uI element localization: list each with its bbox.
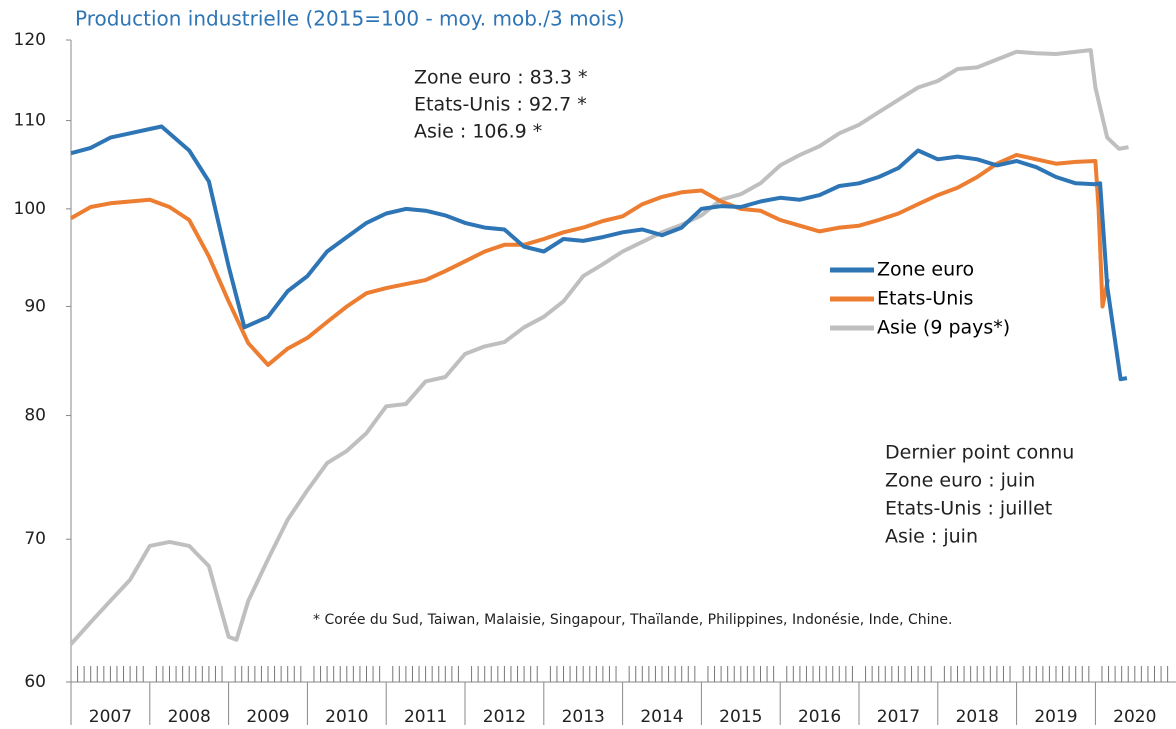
line-series (70, 124, 1128, 382)
legend-label: Asie (9 pays*) (877, 317, 1010, 339)
y-tick-label: 120 (14, 30, 46, 50)
note-box (872, 428, 1132, 553)
x-tick-label: 2008 (168, 707, 211, 725)
x-tick-label: 2014 (640, 707, 683, 725)
note: Asie : juin (885, 526, 978, 548)
line-series (69, 48, 1129, 646)
x-tick-label: 2009 (246, 707, 289, 725)
x-tick-label: 2012 (483, 707, 526, 725)
x-tick-label: 2017 (877, 707, 920, 725)
y-tick-label: 100 (14, 199, 46, 219)
annotation: Asie : 106.9 * (414, 121, 542, 143)
line-series (70, 152, 1110, 367)
y-tick-label: 90 (24, 296, 46, 316)
x-tick-label: 2016 (798, 707, 841, 725)
x-tick-label: 2007 (89, 707, 132, 725)
x-tick-label: 2011 (404, 707, 447, 725)
x-tick-label: 2013 (562, 707, 605, 725)
legend-label: Etats-Unis (877, 288, 973, 310)
annotation-box (400, 58, 665, 153)
x-tick-label: 2018 (956, 707, 999, 725)
chart-title: Production industrielle (2015=100 - moy.… (75, 7, 625, 31)
x-tick-label: 2020 (1113, 707, 1156, 725)
y-tick-label: 70 (24, 529, 46, 549)
x-tick-label: 2015 (719, 707, 762, 725)
y-tick-label: 80 (24, 406, 46, 426)
legend-label: Zone euro (877, 259, 974, 281)
y-tick-label: 110 (14, 111, 46, 131)
note: Etats-Unis : juillet (885, 498, 1052, 520)
x-tick-label: 2019 (1034, 707, 1077, 725)
y-tick-label: 60 (24, 672, 46, 692)
note: Dernier point connu (885, 442, 1074, 464)
annotation: Zone euro : 83.3 * (414, 67, 588, 89)
annotation: Etats-Unis : 92.7 * (414, 94, 587, 116)
x-tick-label: 2010 (325, 707, 368, 725)
footnote-box (305, 605, 1105, 635)
footnote: * Corée du Sud, Taiwan, Malaisie, Singap… (313, 612, 952, 628)
note: Zone euro : juin (885, 470, 1035, 492)
